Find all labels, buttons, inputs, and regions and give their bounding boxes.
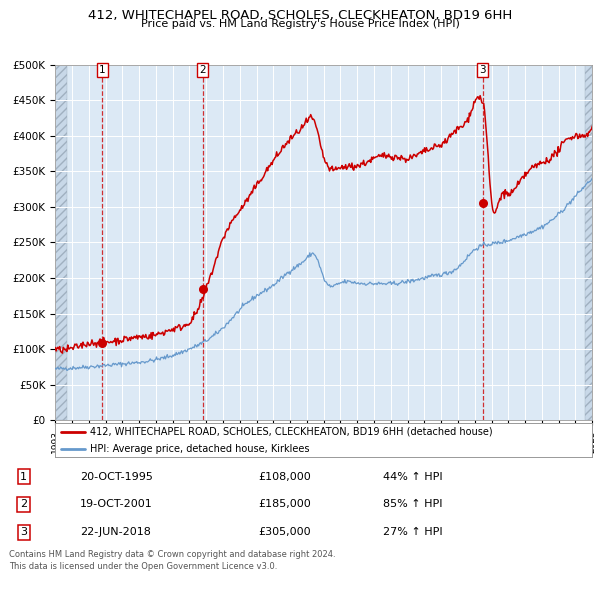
Text: 20-OCT-1995: 20-OCT-1995 xyxy=(80,471,153,481)
Text: Price paid vs. HM Land Registry's House Price Index (HPI): Price paid vs. HM Land Registry's House … xyxy=(140,19,460,29)
Text: 2: 2 xyxy=(200,65,206,75)
Text: 3: 3 xyxy=(479,65,486,75)
Bar xyxy=(586,65,594,420)
Text: 44% ↑ HPI: 44% ↑ HPI xyxy=(383,471,443,481)
Text: 19-OCT-2001: 19-OCT-2001 xyxy=(80,500,153,509)
Bar xyxy=(55,65,67,420)
Text: 412, WHITECHAPEL ROAD, SCHOLES, CLECKHEATON, BD19 6HH (detached house): 412, WHITECHAPEL ROAD, SCHOLES, CLECKHEA… xyxy=(90,427,493,437)
Text: 412, WHITECHAPEL ROAD, SCHOLES, CLECKHEATON, BD19 6HH: 412, WHITECHAPEL ROAD, SCHOLES, CLECKHEA… xyxy=(88,9,512,22)
Text: £185,000: £185,000 xyxy=(259,500,311,509)
Text: 3: 3 xyxy=(20,527,27,537)
Text: 1: 1 xyxy=(20,471,27,481)
Text: 1: 1 xyxy=(99,65,106,75)
Text: 22-JUN-2018: 22-JUN-2018 xyxy=(80,527,151,537)
Text: Contains HM Land Registry data © Crown copyright and database right 2024.
This d: Contains HM Land Registry data © Crown c… xyxy=(9,550,335,571)
Text: 27% ↑ HPI: 27% ↑ HPI xyxy=(383,527,443,537)
Text: £108,000: £108,000 xyxy=(259,471,311,481)
Text: 85% ↑ HPI: 85% ↑ HPI xyxy=(383,500,443,509)
Text: HPI: Average price, detached house, Kirklees: HPI: Average price, detached house, Kirk… xyxy=(90,444,310,454)
Text: £305,000: £305,000 xyxy=(259,527,311,537)
Text: 2: 2 xyxy=(20,500,28,509)
